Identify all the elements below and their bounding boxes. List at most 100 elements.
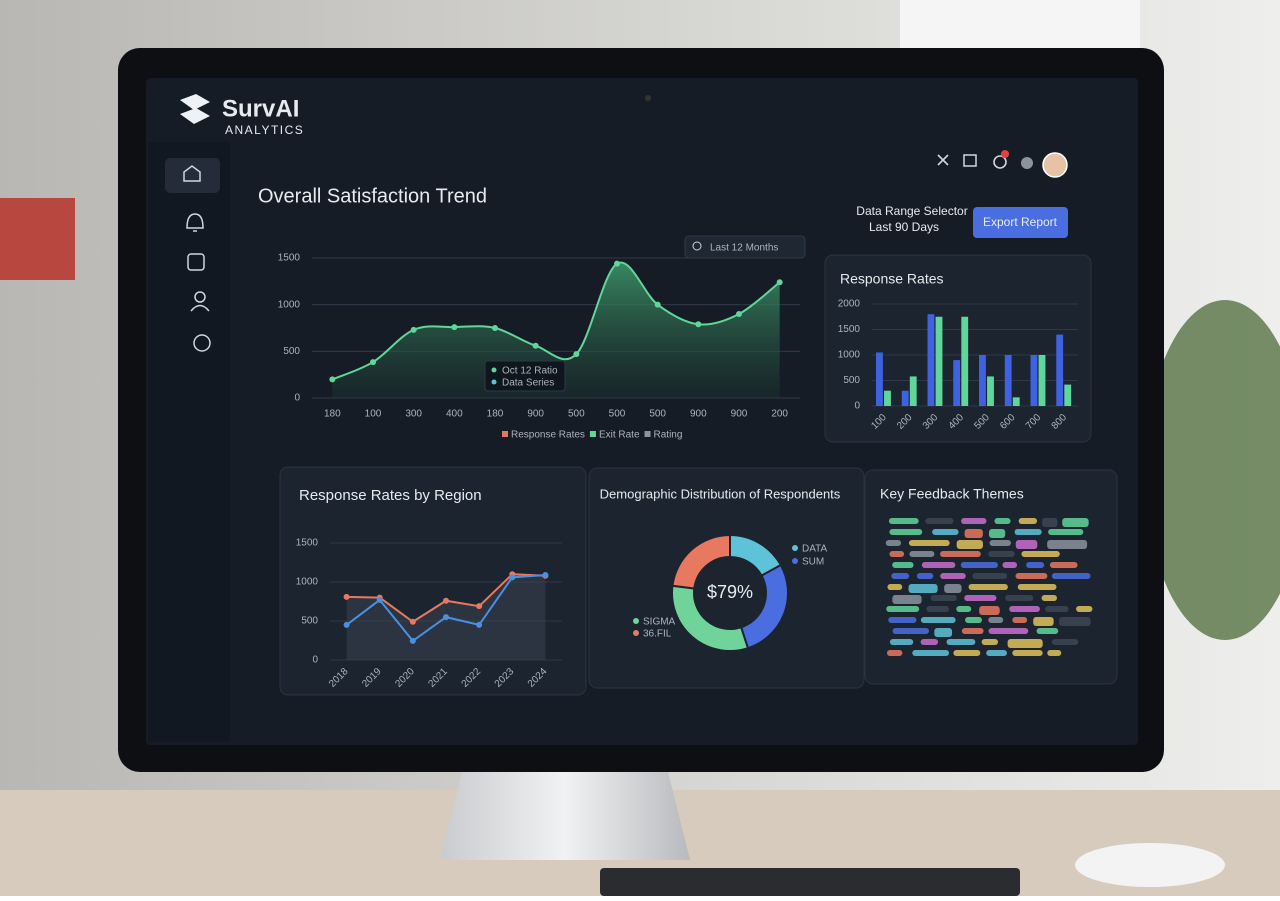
point <box>476 621 483 628</box>
point <box>492 325 498 331</box>
point <box>654 301 661 308</box>
feedback-tag <box>1026 562 1045 568</box>
feedback-tag <box>940 573 966 579</box>
legend-label: Response Rates <box>511 430 585 441</box>
plant <box>1145 300 1280 640</box>
export-button[interactable] <box>973 207 1068 238</box>
feedback-tag <box>934 628 953 637</box>
feedback-tag <box>889 551 905 557</box>
feedback-tag <box>909 551 935 557</box>
brand-tagline: ANALYTICS <box>225 123 304 137</box>
alerts-icon[interactable] <box>993 155 1007 169</box>
feedback-tag <box>1051 639 1079 645</box>
x-tick-label: 200 <box>771 409 788 420</box>
bar <box>884 390 891 406</box>
logo-mark <box>180 94 210 124</box>
feedback-tag <box>912 650 950 656</box>
y-tick-label: 500 <box>843 375 860 386</box>
status-icon[interactable] <box>1021 157 1033 169</box>
home-icon <box>183 165 201 182</box>
date-range-value[interactable]: Last 90 Days <box>869 220 939 234</box>
legend-dot <box>792 545 798 551</box>
feedback-tag <box>986 650 1007 656</box>
feedback-tag <box>1044 606 1069 612</box>
feedback-tag <box>988 551 1015 557</box>
bar <box>1064 384 1072 406</box>
nav-settings[interactable] <box>193 334 211 352</box>
tooltip <box>484 360 566 392</box>
tooltip-dot <box>491 379 497 385</box>
feedback-tag <box>888 518 919 524</box>
nav-profile[interactable] <box>194 291 206 303</box>
chart-title: Response Rates <box>840 271 944 287</box>
point <box>409 618 416 625</box>
bar <box>1056 334 1064 406</box>
bar <box>961 316 969 406</box>
chart-title: Response Rates by Region <box>299 487 482 504</box>
point <box>509 574 516 581</box>
feedback-title: Key Feedback Themes <box>880 486 1024 502</box>
feedback-tag <box>1007 639 1043 648</box>
feedback-tag <box>1015 540 1038 549</box>
point <box>370 359 376 366</box>
search-icon <box>692 241 702 251</box>
bar <box>1012 397 1020 406</box>
tooltip-text: Oct 12 Ratio <box>502 366 558 377</box>
feedback-tag <box>944 584 962 593</box>
point <box>343 621 350 628</box>
feedback-tag <box>1021 551 1060 557</box>
y-tick-label: 2000 <box>838 299 861 310</box>
feedback-tag <box>988 617 1004 623</box>
user-avatar[interactable] <box>1042 152 1068 178</box>
x-tick-label: 400 <box>446 409 463 420</box>
bar <box>935 316 943 406</box>
point <box>736 311 742 317</box>
bar <box>1004 355 1012 406</box>
y-tick-label: 1500 <box>296 538 319 549</box>
nav-notifications[interactable] <box>186 213 204 232</box>
chart-title: Demographic Distribution of Respondents <box>600 486 841 501</box>
feedback-tag <box>960 562 998 568</box>
legend-label: SUM <box>802 557 824 568</box>
feedback-tag <box>920 617 956 623</box>
feedback-tag <box>887 584 903 590</box>
y-tick-label: 1000 <box>838 350 861 361</box>
x-tick-label: 500 <box>568 409 585 420</box>
legend-swatch <box>502 431 508 437</box>
bar <box>909 376 917 406</box>
export-button-label: Export Report <box>983 215 1058 229</box>
feedback-tag <box>1047 650 1062 656</box>
feedback-tag <box>885 540 902 546</box>
point <box>614 260 620 267</box>
feedback-tag <box>1002 562 1018 568</box>
feedback-tag <box>1041 595 1058 601</box>
feedback-tag <box>892 595 922 604</box>
legend-swatch <box>589 431 596 437</box>
bar <box>953 360 961 406</box>
legend-swatch <box>644 431 651 437</box>
feedback-tag <box>886 650 903 656</box>
nav-home[interactable] <box>165 158 220 193</box>
nav-surveys[interactable] <box>187 253 205 271</box>
y-tick-label: 1000 <box>278 299 301 310</box>
feedback-tag <box>908 584 938 593</box>
x-tick-label: 500 <box>609 409 626 420</box>
point <box>476 603 483 610</box>
legend-label: 36.FIL <box>643 629 672 640</box>
feedback-tag <box>886 606 920 612</box>
point <box>443 614 449 621</box>
tooltip-text: Data Series <box>502 378 554 389</box>
feedback-tag <box>961 628 984 634</box>
y-tick-label: 1500 <box>278 253 301 264</box>
feedback-tag <box>908 540 950 546</box>
feedback-tag <box>989 540 1011 546</box>
y-tick-label: 1500 <box>838 324 861 335</box>
feedback-tag <box>1036 628 1059 634</box>
feedback-tag <box>1042 518 1058 527</box>
mouse <box>1075 843 1225 887</box>
donut-segment <box>671 533 731 590</box>
expand-icon[interactable] <box>963 154 977 167</box>
close-icon[interactable] <box>937 154 949 166</box>
x-tick-label: 900 <box>527 409 544 420</box>
feedback-tag <box>916 573 934 579</box>
